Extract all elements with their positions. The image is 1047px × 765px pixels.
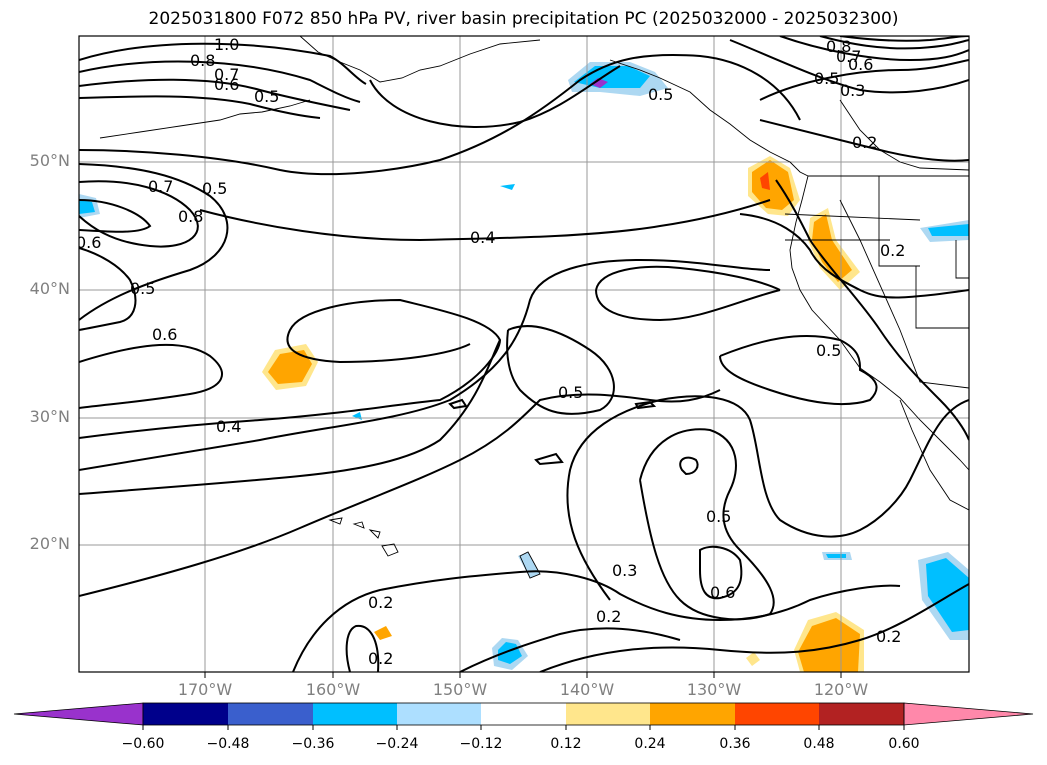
colorbar xyxy=(13,702,1034,730)
contour-label: 0.5 xyxy=(254,87,279,106)
colorbar-segment xyxy=(650,703,735,725)
colorbar-segment xyxy=(313,703,397,725)
colorbar-tick-label: −0.12 xyxy=(459,736,503,752)
colorbar-segment xyxy=(143,703,228,725)
lat-label: 50°N xyxy=(29,151,70,170)
lon-label: 130°W xyxy=(686,680,742,699)
contour-label: 0.7 xyxy=(148,177,173,196)
contour-label: 0.6 xyxy=(76,233,101,252)
contour-label: 0.2 xyxy=(880,241,905,260)
lat-label: 30°N xyxy=(29,407,70,426)
contour-label: 0.2 xyxy=(368,649,393,668)
precip-shading xyxy=(79,62,969,672)
map-title: 2025031800 F072 850 hPa PV, river basin … xyxy=(148,9,899,29)
contour-label: 0.5 xyxy=(814,69,839,88)
graticule xyxy=(79,36,969,672)
contour-label: 0.8 xyxy=(178,207,203,226)
contour-label: 0.2 xyxy=(876,627,901,646)
contour-label: 0.4 xyxy=(216,417,241,436)
contour-label: 0.5 xyxy=(706,507,731,526)
colorbar-tick-label: 0.36 xyxy=(719,736,751,752)
map-frame xyxy=(78,35,970,673)
contour-label: 0.8 xyxy=(826,37,851,56)
coastlines xyxy=(99,36,969,579)
contour-labels: 1.0 0.8 0.7 0.6 0.5 0.4 0.7 0.5 0.8 0.6 … xyxy=(76,35,905,668)
lat-label: 20°N xyxy=(29,534,70,553)
colorbar-tick-label: −0.48 xyxy=(206,736,250,752)
contour-label: 0.4 xyxy=(470,228,495,247)
contour-label: 0.5 xyxy=(202,179,227,198)
contour-label: 0.5 xyxy=(816,341,841,360)
contour-label: 0.6 xyxy=(710,583,735,602)
colorbar-extend-left xyxy=(13,702,144,726)
contour-label: 0.6 xyxy=(152,325,177,344)
contour-label: 0.2 xyxy=(852,133,877,152)
lon-label: 150°W xyxy=(432,680,488,699)
colorbar-tick-label: 0.48 xyxy=(803,736,835,752)
contour-label: 1.0 xyxy=(214,35,239,54)
colorbar-segment xyxy=(566,703,650,725)
contour-label: 0.7 xyxy=(836,47,861,66)
colorbar-tick-label: −0.60 xyxy=(121,736,165,752)
colorbar-tick-label: −0.24 xyxy=(375,736,419,752)
colorbar-segment xyxy=(819,703,904,725)
contour-label: 0.3 xyxy=(840,81,865,100)
colorbar-segment xyxy=(735,703,819,725)
pv-contours xyxy=(79,36,969,672)
lat-label: 40°N xyxy=(29,279,70,298)
contour-label: 0.5 xyxy=(558,383,583,402)
contour-label: 0.2 xyxy=(368,593,393,612)
contour-label: 0.5 xyxy=(648,85,673,104)
colorbar-tick-label: 0.12 xyxy=(550,736,582,752)
contour-label: 0.6 xyxy=(848,55,873,74)
colorbar-segment xyxy=(397,703,481,725)
colorbar-segment xyxy=(228,703,313,725)
lon-label: 160°W xyxy=(305,680,361,699)
colorbar-tick-label: 0.60 xyxy=(888,736,920,752)
contour-label: 0.8 xyxy=(190,51,215,70)
colorbar-segment xyxy=(481,703,566,725)
contour-label: 0.7 xyxy=(214,65,239,84)
axis-ticks xyxy=(204,672,842,678)
colorbar-tick-label: −0.36 xyxy=(291,736,335,752)
contour-label: 0.5 xyxy=(130,279,155,298)
contour-label: 0.3 xyxy=(612,561,637,580)
lon-label: 170°W xyxy=(177,680,233,699)
colorbar-extend-right xyxy=(903,702,1034,726)
lon-label: 120°W xyxy=(813,680,869,699)
colorbar-tick-label: 0.24 xyxy=(634,736,666,752)
contour-label: 0.6 xyxy=(214,75,239,94)
lon-label: 140°W xyxy=(559,680,615,699)
contour-label: 0.2 xyxy=(596,607,621,626)
